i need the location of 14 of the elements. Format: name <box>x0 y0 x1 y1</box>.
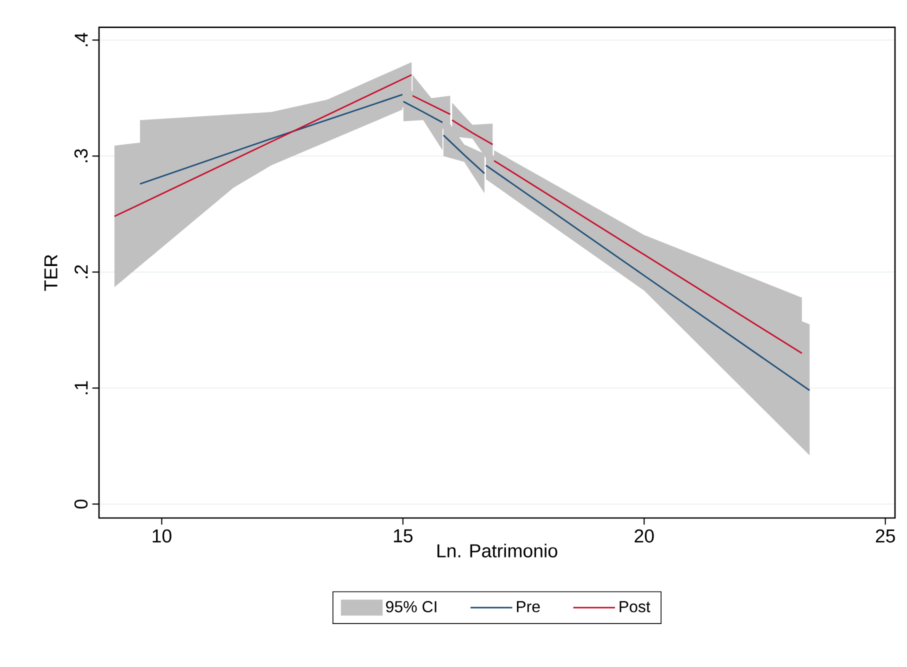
y-tick-label: .3 <box>74 149 88 162</box>
legend-label: Post <box>620 601 650 612</box>
y-tick-label: .1 <box>74 381 88 394</box>
x-tick-label: 10 <box>152 529 172 543</box>
x-tick-label: 20 <box>634 529 654 543</box>
x-axis-title: Ln. Patrimonio <box>437 544 558 558</box>
y-axis-title: TER <box>44 254 58 291</box>
x-tick-label: 15 <box>394 529 413 542</box>
legend-label: Pre <box>516 601 540 612</box>
y-tick-label: .4 <box>74 32 88 46</box>
y-tick-label: .2 <box>74 265 88 278</box>
legend-label: 95% CI <box>386 601 436 612</box>
y-tick-label: 0 <box>74 500 88 509</box>
x-tick-label: 25 <box>876 529 895 543</box>
